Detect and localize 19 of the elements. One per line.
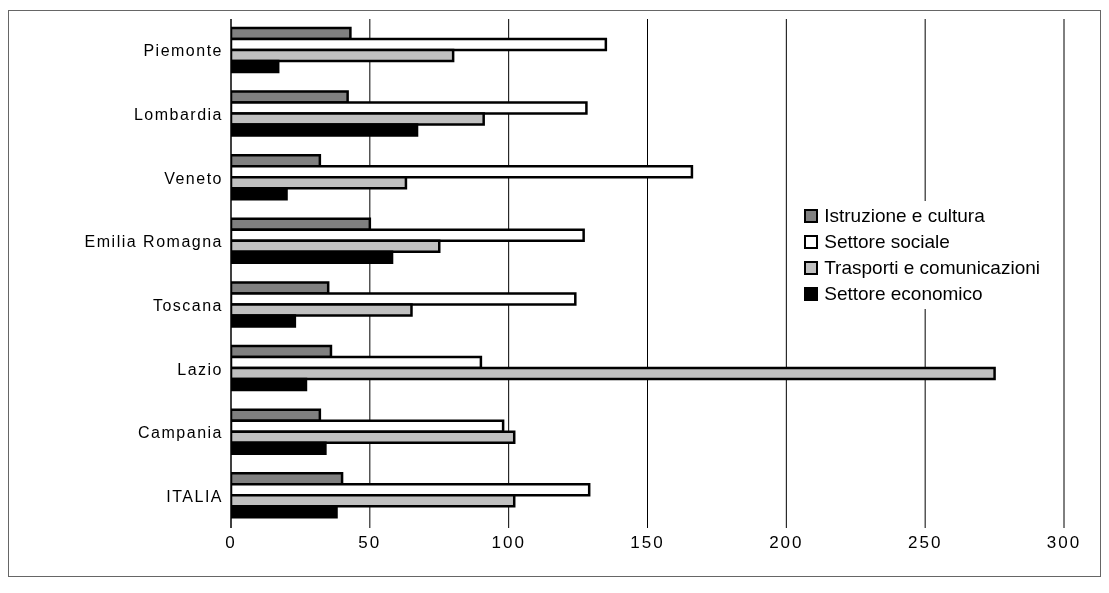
- x-tick-label: 250: [907, 533, 943, 553]
- y-tick-label: Veneto: [164, 169, 223, 187]
- legend-label: Istruzione e cultura: [824, 204, 985, 228]
- legend-label: Settore sociale: [824, 230, 950, 254]
- x-tick-label: 50: [358, 533, 382, 553]
- x-tick-label: 300: [1046, 533, 1082, 553]
- y-tick-label: Piemonte: [143, 42, 223, 60]
- y-tick-label: Lombardia: [133, 106, 223, 124]
- y-tick-label: Toscana: [152, 296, 223, 314]
- y-tick-label: Emilia Romagna: [84, 233, 223, 251]
- x-tick-label: 150: [630, 533, 665, 553]
- x-tick-label: 200: [769, 533, 804, 553]
- legend-label: Settore economico: [824, 282, 983, 306]
- y-tick-label: Campania: [138, 424, 223, 442]
- x-tick-label: 0: [225, 533, 237, 553]
- legend-label: Trasporti e comunicazioni: [824, 256, 1040, 280]
- y-tick-label: ITALIA: [166, 487, 223, 505]
- x-tick-label: 100: [491, 533, 526, 553]
- y-tick-label: Lazio: [177, 360, 223, 378]
